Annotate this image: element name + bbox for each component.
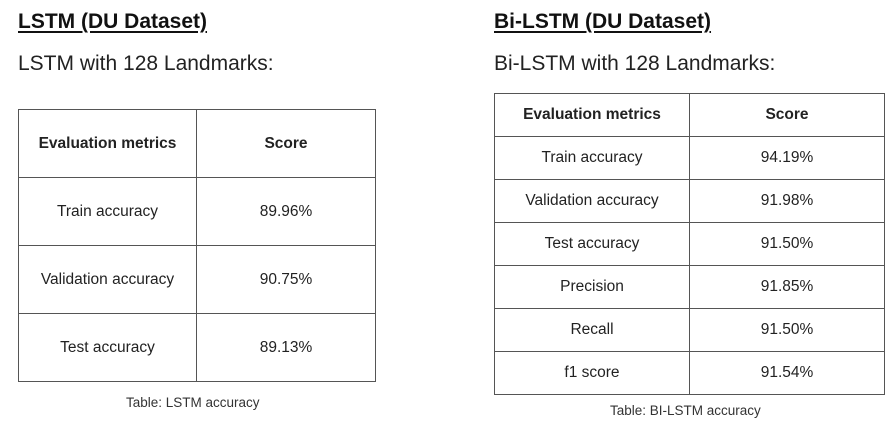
table-row: Train accuracy 89.96%: [18, 177, 376, 246]
metric-cell: Precision: [494, 265, 690, 309]
score-cell: 91.54%: [689, 351, 885, 395]
score-cell: 94.19%: [689, 136, 885, 180]
metric-cell: Train accuracy: [494, 136, 690, 180]
header-score: Score: [196, 109, 376, 178]
header-score: Score: [689, 93, 885, 137]
score-cell: 91.85%: [689, 265, 885, 309]
table-row: Train accuracy 94.19%: [494, 136, 885, 180]
score-cell: 89.96%: [196, 177, 376, 246]
score-cell: 91.50%: [689, 308, 885, 352]
score-cell: 89.13%: [196, 313, 376, 382]
table-row: f1 score 91.54%: [494, 351, 885, 395]
table-row: Recall 91.50%: [494, 308, 885, 352]
table-row: Validation accuracy 90.75%: [18, 245, 376, 314]
bilstm-subheading: Bi-LSTM with 128 Landmarks:: [494, 52, 776, 75]
metric-cell: Test accuracy: [494, 222, 690, 266]
lstm-heading: LSTM (DU Dataset): [18, 10, 208, 33]
header-metric: Evaluation metrics: [494, 93, 690, 137]
bilstm-table-caption: Table: BI-LSTM accuracy: [610, 403, 761, 418]
metric-cell: Recall: [494, 308, 690, 352]
bilstm-heading: Bi-LSTM (DU Dataset): [494, 10, 712, 33]
metric-cell: f1 score: [494, 351, 690, 395]
table-row: Precision 91.85%: [494, 265, 885, 309]
table-row: Test accuracy 89.13%: [18, 313, 376, 382]
bilstm-accuracy-table: Evaluation metrics Score Train accuracy …: [494, 93, 885, 395]
score-cell: 91.98%: [689, 179, 885, 223]
table-row: Test accuracy 91.50%: [494, 222, 885, 266]
metric-cell: Test accuracy: [18, 313, 197, 382]
lstm-subheading: LSTM with 128 Landmarks:: [18, 52, 274, 75]
table-header-row: Evaluation metrics Score: [18, 109, 376, 178]
table-header-row: Evaluation metrics Score: [494, 93, 885, 137]
score-cell: 90.75%: [196, 245, 376, 314]
metric-cell: Train accuracy: [18, 177, 197, 246]
metric-cell: Validation accuracy: [18, 245, 197, 314]
header-metric: Evaluation metrics: [18, 109, 197, 178]
score-cell: 91.50%: [689, 222, 885, 266]
lstm-accuracy-table: Evaluation metrics Score Train accuracy …: [18, 109, 376, 382]
lstm-table-caption: Table: LSTM accuracy: [126, 395, 260, 410]
table-row: Validation accuracy 91.98%: [494, 179, 885, 223]
metric-cell: Validation accuracy: [494, 179, 690, 223]
